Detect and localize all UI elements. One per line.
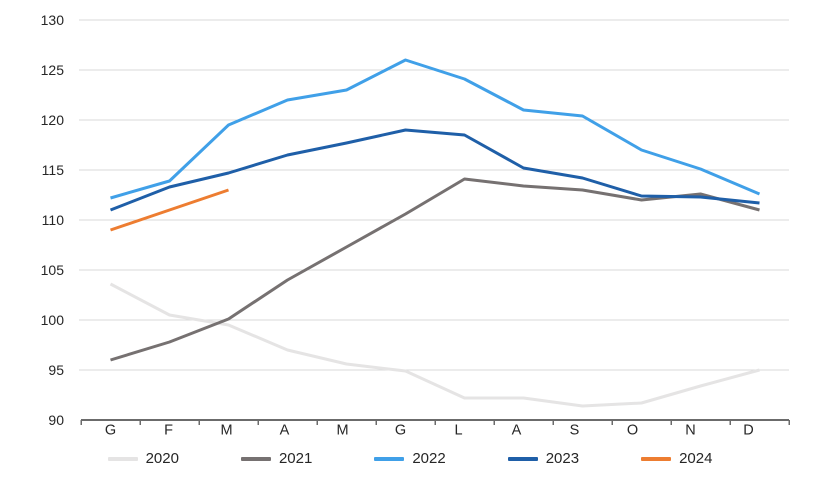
x-axis-label: S (570, 423, 580, 439)
chart-legend: 2020 2021 2022 2023 2024 (0, 451, 820, 466)
legend-label: 2020 (145, 450, 179, 467)
series-line-2023 (109, 128, 760, 212)
y-axis-label: 115 (42, 162, 65, 178)
legend-item-2021: 2021 (240, 450, 313, 467)
x-axis-label: G (105, 423, 116, 439)
series-line-2022 (110, 58, 761, 200)
legend-label: 2022 (412, 450, 446, 467)
legend-item-2024: 2024 (641, 451, 712, 466)
series-line-2020 (109, 282, 760, 408)
legend-label: 2021 (278, 450, 313, 467)
x-axis-label: M (220, 423, 232, 439)
series-line-2024 (110, 188, 229, 232)
y-axis-label: 105 (41, 262, 65, 278)
x-axis-label: M (336, 423, 348, 439)
x-axis-label: L (454, 423, 462, 439)
x-axis-label: G (395, 423, 406, 439)
legend-swatch-2021 (240, 456, 271, 461)
legend-label: 2024 (679, 450, 713, 467)
legend-item-2023: 2023 (507, 450, 580, 467)
x-axis-label: A (280, 423, 290, 439)
y-axis-label: 125 (41, 62, 65, 78)
legend-label: 2023 (545, 450, 580, 467)
legend-item-2022: 2022 (374, 450, 446, 467)
series-line-2021 (110, 177, 760, 362)
y-axis-label: 130 (41, 12, 65, 28)
y-axis-label: 95 (48, 362, 64, 378)
legend-swatch-2023 (507, 456, 538, 461)
y-axis-label: 120 (41, 112, 65, 128)
x-axis-label: N (685, 423, 695, 439)
x-axis-label: D (743, 423, 753, 439)
y-axis-label: 100 (41, 312, 65, 328)
legend-swatch-2024 (641, 456, 672, 461)
legend-item-2020: 2020 (107, 450, 179, 467)
y-axis-label: 110 (42, 212, 65, 228)
x-axis-label: A (512, 423, 522, 439)
x-axis-label: O (627, 423, 638, 439)
legend-swatch-2022 (374, 456, 405, 461)
y-axis-label: 90 (48, 412, 64, 428)
legend-swatch-2020 (107, 456, 138, 461)
x-axis-label: F (164, 423, 173, 439)
